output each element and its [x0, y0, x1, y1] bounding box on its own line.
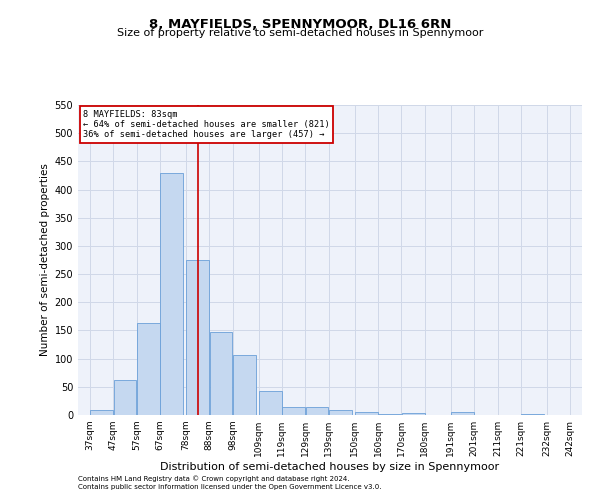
Bar: [355, 412, 378, 415]
Bar: [90, 410, 113, 415]
Bar: [186, 260, 209, 415]
Text: 8, MAYFIELDS, SPENNYMOOR, DL16 6RN: 8, MAYFIELDS, SPENNYMOOR, DL16 6RN: [149, 18, 451, 30]
Bar: [282, 406, 305, 415]
Text: Contains HM Land Registry data © Crown copyright and database right 2024.: Contains HM Land Registry data © Crown c…: [78, 476, 349, 482]
Bar: [451, 412, 474, 415]
Bar: [137, 323, 160, 415]
Bar: [160, 172, 183, 415]
Bar: [233, 354, 256, 415]
Y-axis label: Number of semi-detached properties: Number of semi-detached properties: [40, 164, 50, 356]
Bar: [209, 332, 232, 415]
Text: Size of property relative to semi-detached houses in Spennymoor: Size of property relative to semi-detach…: [117, 28, 483, 38]
Text: Contains public sector information licensed under the Open Government Licence v3: Contains public sector information licen…: [78, 484, 382, 490]
Bar: [306, 407, 328, 415]
X-axis label: Distribution of semi-detached houses by size in Spennymoor: Distribution of semi-detached houses by …: [160, 462, 500, 472]
Text: 8 MAYFIELDS: 83sqm
← 64% of semi-detached houses are smaller (821)
36% of semi-d: 8 MAYFIELDS: 83sqm ← 64% of semi-detache…: [83, 110, 330, 140]
Bar: [259, 391, 281, 415]
Bar: [113, 380, 136, 415]
Bar: [402, 412, 425, 415]
Bar: [329, 410, 352, 415]
Bar: [521, 414, 544, 415]
Bar: [379, 414, 401, 415]
